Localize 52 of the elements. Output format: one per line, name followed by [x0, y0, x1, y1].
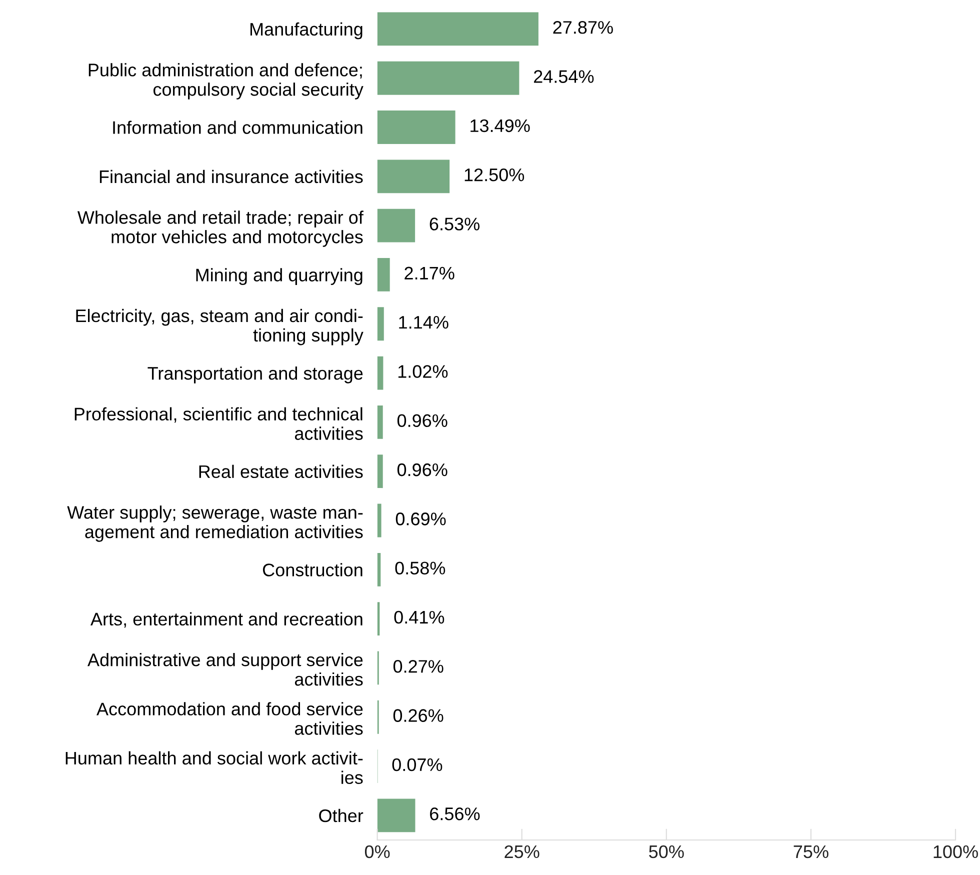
y-tick-label: Administrative and support service activities [87, 653, 363, 686]
x-tick-label: 75% [794, 845, 828, 858]
x-tick-label: 0% [364, 845, 390, 858]
bar [377, 356, 384, 390]
data-label: 27.87% [553, 21, 613, 34]
y-tick-label: Financial and insurance activities [100, 170, 363, 184]
y-tick-label: Arts, entertainment and recreation [90, 612, 362, 628]
data-label: 0.69% [396, 512, 446, 526]
y-tick-label: Other [319, 808, 364, 822]
bar [377, 504, 382, 538]
y-tick-label: Professional, scientific and technical activities [74, 407, 363, 440]
y-tick-label: Construction [262, 563, 362, 576]
data-label: 0.58% [395, 562, 446, 574]
bar [377, 12, 538, 46]
data-label: 0.96% [397, 463, 448, 476]
data-label: 0.27% [393, 660, 444, 673]
bar [377, 798, 416, 832]
y-tick-label: Human health and social work activit- ies [66, 751, 363, 784]
y-tick-label: Manufacturing [250, 22, 362, 40]
data-label: 24.54% [534, 70, 594, 83]
y-tick-label: Electricity, gas, steam and air condi- tioning supply [76, 308, 364, 346]
data-label: 13.49% [470, 119, 530, 132]
data-label: 6.56% [430, 807, 480, 820]
bar [377, 208, 416, 242]
data-label: 0.96% [397, 414, 448, 428]
bar [377, 552, 381, 586]
data-label: 0.26% [393, 709, 444, 722]
data-label: 6.53% [430, 218, 480, 230]
data-label: 1.02% [398, 365, 448, 378]
x-tick-label: 50% [649, 845, 684, 858]
y-tick-label: Real estate activities [199, 464, 363, 478]
data-label: 1.14% [399, 316, 448, 329]
bar [377, 307, 384, 341]
x-tick-label: 100% [934, 845, 978, 858]
data-label: 0.07% [392, 758, 442, 772]
x-tick-label: 25% [504, 845, 540, 858]
bar [377, 258, 390, 292]
bar [377, 61, 520, 95]
bar [377, 454, 383, 488]
data-label: 2.17% [404, 266, 454, 280]
y-tick-label: Water supply; sewerage, waste man- agement and remediation activities [67, 506, 363, 542]
data-label: 12.50% [464, 168, 524, 182]
y-tick-label: Information and communication [113, 120, 362, 134]
bar [377, 160, 450, 194]
y-tick-label: Accommodation and food service activities [96, 702, 363, 735]
y-tick-label: Wholesale and retail trade; repair of motor vehicles and motorcycles [77, 210, 364, 247]
y-tick-label: Public administration and defence; compulsory social security [88, 63, 364, 100]
y-tick-label: Transportation and storage [148, 366, 363, 384]
bar [377, 405, 383, 439]
y-tick-label: Mining and quarrying [196, 268, 362, 286]
bar [377, 110, 456, 144]
data-label: 0.41% [394, 610, 444, 624]
